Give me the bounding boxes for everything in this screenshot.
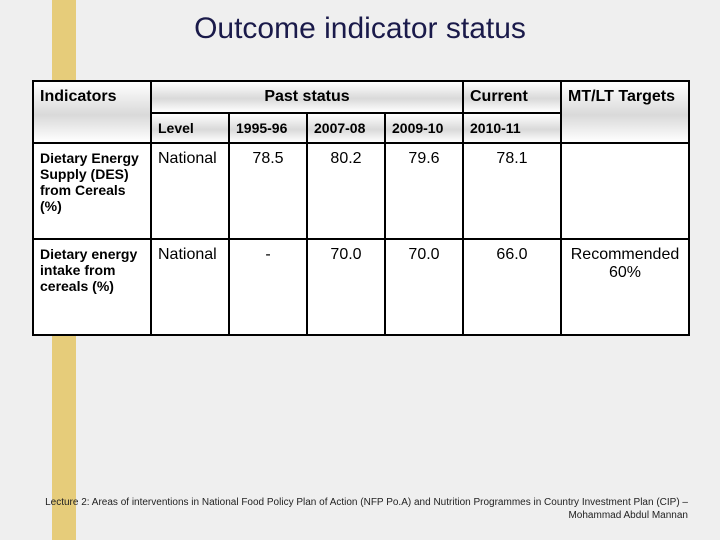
cell-y1: - — [229, 239, 307, 335]
col-current-year: 2010-11 — [463, 113, 561, 143]
cell-y3: 79.6 — [385, 143, 463, 239]
footnote: Lecture 2: Areas of interventions in Nat… — [32, 497, 688, 522]
cell-targets: Recommended 60% — [561, 239, 689, 335]
cell-y2: 80.2 — [307, 143, 385, 239]
col-y3: 2009-10 — [385, 113, 463, 143]
table-row: Dietary energy intake from cereals (%) N… — [33, 239, 689, 335]
indicators-table: Indicators Past status Current MT/LT Tar… — [32, 80, 690, 336]
cell-indicator: Dietary energy intake from cereals (%) — [33, 239, 151, 335]
cell-targets — [561, 143, 689, 239]
col-level: Level — [151, 113, 229, 143]
col-past-status: Past status — [151, 81, 463, 113]
col-y2: 2007-08 — [307, 113, 385, 143]
cell-y2: 70.0 — [307, 239, 385, 335]
slide-title: Outcome indicator status — [0, 12, 720, 46]
cell-indicator: Dietary Energy Supply (DES) from Cereals… — [33, 143, 151, 239]
col-targets: MT/LT Targets — [561, 81, 689, 143]
cell-level: National — [151, 239, 229, 335]
header-row-1: Indicators Past status Current MT/LT Tar… — [33, 81, 689, 113]
cell-y1: 78.5 — [229, 143, 307, 239]
col-current: Current — [463, 81, 561, 113]
cell-level: National — [151, 143, 229, 239]
cell-y3: 70.0 — [385, 239, 463, 335]
outcome-table: Indicators Past status Current MT/LT Tar… — [32, 80, 688, 336]
cell-current: 66.0 — [463, 239, 561, 335]
cell-current: 78.1 — [463, 143, 561, 239]
col-indicators: Indicators — [33, 81, 151, 143]
table-row: Dietary Energy Supply (DES) from Cereals… — [33, 143, 689, 239]
col-y1: 1995-96 — [229, 113, 307, 143]
